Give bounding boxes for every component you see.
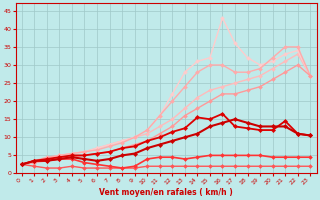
X-axis label: Vent moyen/en rafales ( km/h ): Vent moyen/en rafales ( km/h ) [99,188,233,197]
